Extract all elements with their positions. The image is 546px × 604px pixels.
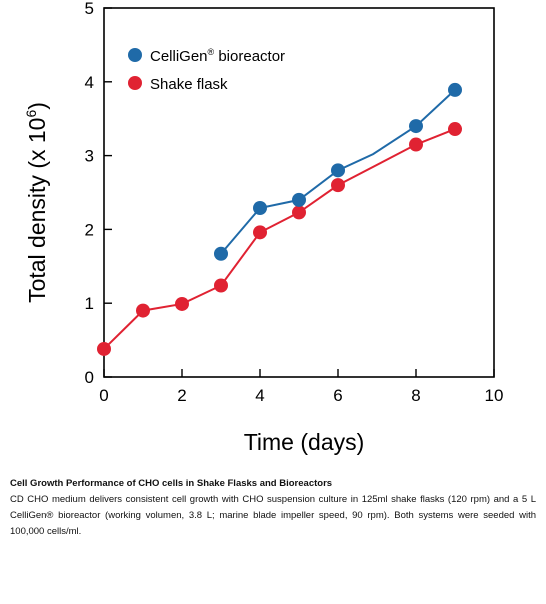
y-tick-label-0: 0 <box>85 368 94 387</box>
chart-legend: CelliGen® bioreactor Shake flask <box>128 47 285 93</box>
legend-label-1: Shake flask <box>150 76 228 93</box>
data-point-s0-3 <box>331 163 345 178</box>
data-point-s1-1 <box>136 303 150 318</box>
y-tick-label-5: 5 <box>85 0 94 18</box>
x-tick-label-8: 8 <box>411 386 420 405</box>
data-point-s0-2 <box>292 192 306 207</box>
x-tick-label-6: 6 <box>333 386 342 405</box>
x-tick-label-4: 4 <box>255 386 264 405</box>
series-points <box>97 82 462 356</box>
x-tick-label-2: 2 <box>177 386 186 405</box>
x-tick-label-10: 10 <box>485 386 504 405</box>
data-point-s1-8 <box>448 122 462 137</box>
legend-label-0: CelliGen® bioreactor <box>150 47 285 65</box>
series-lines <box>103 89 456 350</box>
chart-axes: 0 2 4 6 8 10 0 1 2 3 4 5 Time (days) Total density (x… <box>23 0 503 455</box>
data-point-extra-0 <box>409 119 423 134</box>
y-tick-label-1: 1 <box>85 294 94 313</box>
x-tick-label-0: 0 <box>99 386 108 405</box>
data-point-s1-2 <box>175 296 189 311</box>
data-point-s1-7 <box>409 137 423 152</box>
x-axis-title: Time (days) <box>244 429 365 455</box>
data-point-s0-1 <box>253 200 267 215</box>
data-point-s0-0 <box>214 246 228 261</box>
figure-caption: Cell Growth Performance of CHO cells in … <box>10 476 536 540</box>
growth-chart: 0 2 4 6 8 10 0 1 2 3 4 5 Time (days) Total density (x… <box>23 0 503 455</box>
plot-frame <box>103 7 495 378</box>
data-point-s1-4 <box>253 225 267 240</box>
legend-marker-1 <box>128 76 142 90</box>
data-point-s1-5 <box>292 205 306 220</box>
legend-marker-0 <box>128 48 142 62</box>
y-tick-label-4: 4 <box>85 73 94 92</box>
caption-title: Cell Growth Performance of CHO cells in … <box>10 478 333 489</box>
data-point-s1-6 <box>331 178 345 193</box>
data-point-s0-4 <box>448 82 462 97</box>
caption-body: CD CHO medium delivers consistent cell g… <box>10 494 536 537</box>
y-axis-title: Total density (x 106) <box>23 102 50 303</box>
y-tick-label-3: 3 <box>85 147 94 166</box>
data-point-s1-0 <box>97 341 111 356</box>
y-tick-label-2: 2 <box>85 220 94 239</box>
data-point-s1-3 <box>214 278 228 293</box>
series-line-1 <box>103 128 456 350</box>
